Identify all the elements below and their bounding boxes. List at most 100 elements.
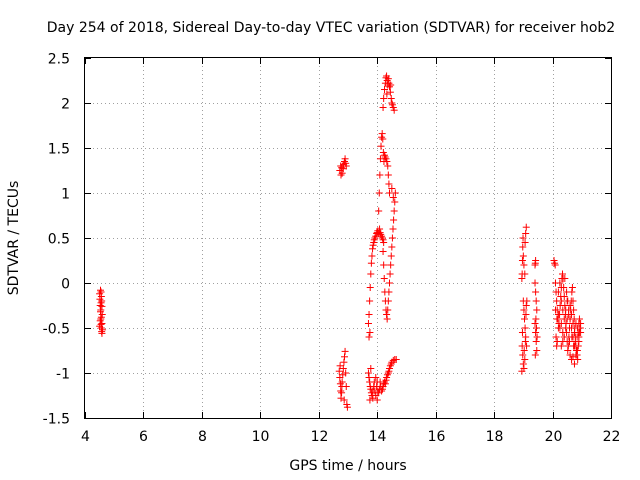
data-point [383, 315, 391, 323]
data-point [387, 252, 395, 260]
data-point [336, 362, 344, 370]
data-point [519, 360, 527, 368]
data-point [575, 315, 583, 323]
y-tick-label: 2 [61, 97, 70, 113]
data-point [384, 162, 392, 170]
data-point [375, 389, 383, 397]
data-point [338, 389, 346, 397]
data-point [97, 288, 105, 296]
data-point [380, 275, 388, 282]
data-point [570, 342, 578, 350]
data-point [532, 324, 540, 332]
data-point [566, 315, 574, 323]
data-point [387, 360, 395, 368]
data-point [339, 165, 347, 173]
data-point [342, 369, 350, 377]
data-point [380, 261, 388, 269]
data-point [367, 365, 375, 372]
data-point [566, 302, 574, 309]
y-tick-label: -0.5 [43, 322, 70, 338]
data-point [378, 387, 386, 395]
data-point [520, 347, 528, 354]
data-point [391, 198, 399, 206]
data-point [389, 194, 397, 201]
data-point [519, 351, 527, 359]
data-point [375, 207, 383, 215]
data-point [568, 324, 576, 332]
data-point [531, 279, 539, 287]
data-point [378, 133, 386, 141]
data-point [388, 234, 396, 242]
data-point [343, 403, 351, 411]
data-point [377, 230, 385, 238]
data-point [335, 367, 343, 375]
data-point [381, 151, 389, 159]
data-point [366, 284, 374, 291]
x-tick-label: 8 [198, 429, 207, 445]
data-point [370, 236, 378, 244]
data-point [554, 311, 562, 318]
x-tick-label: 4 [81, 429, 90, 445]
x-tick-label: 20 [545, 429, 563, 445]
data-point [379, 135, 387, 143]
data-point [568, 284, 576, 291]
data-point [364, 320, 372, 327]
data-point [521, 324, 529, 332]
data-point [340, 396, 348, 404]
x-tick-label: 22 [603, 429, 621, 445]
data-point [390, 207, 398, 215]
data-point [563, 288, 571, 296]
data-point [518, 329, 526, 336]
data-point [553, 315, 561, 323]
data-point [533, 306, 541, 314]
data-point [383, 371, 391, 379]
data-point [386, 270, 394, 278]
data-point [564, 297, 572, 305]
data-point [97, 306, 105, 314]
y-axis-label: SDTVAR / TECUs [6, 181, 22, 296]
data-point [384, 171, 392, 179]
data-point [365, 311, 373, 318]
data-point [556, 324, 564, 332]
data-point [531, 351, 539, 359]
data-point [385, 189, 393, 197]
data-point [375, 189, 383, 197]
data-point [519, 243, 527, 251]
data-point [566, 351, 574, 359]
chart-title: Day 254 of 2018, Sidereal Day-to-day VTE… [47, 20, 615, 36]
data-point [560, 315, 568, 323]
data-point [384, 369, 392, 377]
data-point [341, 155, 349, 163]
data-point [392, 356, 400, 363]
data-point [532, 257, 540, 264]
plot-frame [84, 57, 612, 419]
data-point [338, 164, 346, 172]
data-point [575, 320, 583, 327]
data-point [387, 261, 395, 269]
data-point [369, 245, 377, 253]
y-tick-label: -1 [56, 367, 70, 383]
data-point [381, 378, 389, 386]
x-tick-label: 10 [252, 429, 270, 445]
data-point [520, 306, 528, 314]
data-point [518, 367, 526, 375]
data-point [385, 83, 393, 91]
data-point [387, 81, 395, 89]
data-point [385, 79, 393, 87]
data-point [365, 333, 373, 341]
x-axis-label: GPS time / hours [289, 458, 406, 474]
data-point [385, 279, 393, 287]
data-point [551, 306, 559, 314]
data-point [366, 329, 374, 336]
data-point [381, 153, 389, 161]
data-point [521, 338, 529, 345]
y-tick-label: 1.5 [48, 142, 70, 158]
data-point [376, 171, 384, 179]
data-point [98, 302, 106, 310]
data-point [98, 320, 106, 327]
y-axis-tick-labels: -1.5 -1 -0.5 0 0.5 1 1.5 2 2.5 [43, 52, 70, 428]
data-point [574, 356, 582, 363]
data-point [389, 356, 397, 364]
x-tick-label: 6 [139, 429, 148, 445]
data-point [99, 326, 107, 334]
